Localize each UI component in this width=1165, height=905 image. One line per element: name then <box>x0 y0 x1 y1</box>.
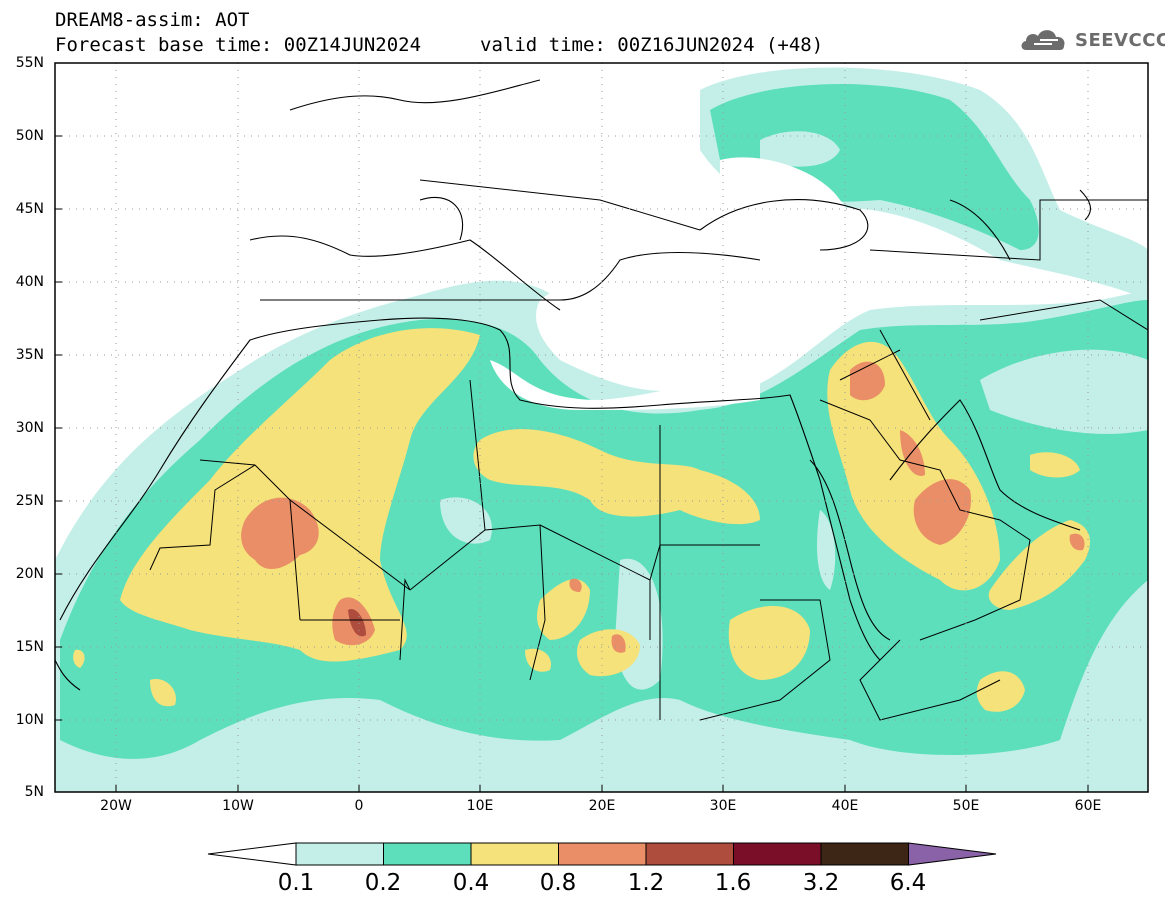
valid-time: valid time: 00Z16JUN2024 (+48) <box>480 34 824 56</box>
lon-label-20e: 20E <box>588 798 616 814</box>
lat-label-40n: 40N <box>15 274 44 290</box>
lon-label-20w: 20W <box>100 798 132 814</box>
lat-label-10n: 10N <box>15 712 44 728</box>
lon-label-10e: 10E <box>466 798 494 814</box>
colorbar-label-0-2: 0.2 <box>364 870 402 896</box>
lat-label-55n: 55N <box>15 55 44 71</box>
lat-label-35n: 35N <box>15 347 44 363</box>
borders <box>149 179 1148 721</box>
lon-label-60e: 60E <box>1074 798 1102 814</box>
forecast-base-time: Forecast base time: 00Z14JUN2024 <box>55 34 422 56</box>
colorbar-label-0-8: 0.8 <box>539 870 577 896</box>
lon-label-10w: 10W <box>222 798 254 814</box>
graticule <box>55 63 1148 792</box>
lat-label-5n: 5N <box>24 784 44 800</box>
colorbar-label-3-2: 3.2 <box>802 870 840 896</box>
cloud-icon <box>1021 30 1065 50</box>
map-title: DREAM8-assim: AOT <box>55 9 250 31</box>
lat-label-50n: 50N <box>15 128 44 144</box>
colorbar-label-0-4: 0.4 <box>452 870 490 896</box>
lon-label-0: 0 <box>354 798 364 814</box>
colorbar-label-6-4: 6.4 <box>889 870 927 896</box>
lat-label-15n: 15N <box>15 639 44 655</box>
colorbar-label-0-1: 0.1 <box>277 870 315 896</box>
colorbar-label-1-2: 1.2 <box>627 870 665 896</box>
colorbar-label-1-6: 1.6 <box>714 870 752 896</box>
lat-label-20n: 20N <box>15 566 44 582</box>
coastlines <box>55 79 1091 691</box>
lon-label-30e: 30E <box>709 798 737 814</box>
lat-label-25n: 25N <box>15 493 44 509</box>
axis-ticks <box>55 62 1089 793</box>
aot-layer-1-2 <box>348 609 366 637</box>
aot-layer-0-1-inner <box>440 131 1148 690</box>
lat-label-30n: 30N <box>15 420 44 436</box>
logo-text: SEEVCCC <box>1075 30 1165 51</box>
lon-label-50e: 50E <box>952 798 980 814</box>
lat-label-45n: 45N <box>15 201 44 217</box>
lon-label-40e: 40E <box>831 798 859 814</box>
